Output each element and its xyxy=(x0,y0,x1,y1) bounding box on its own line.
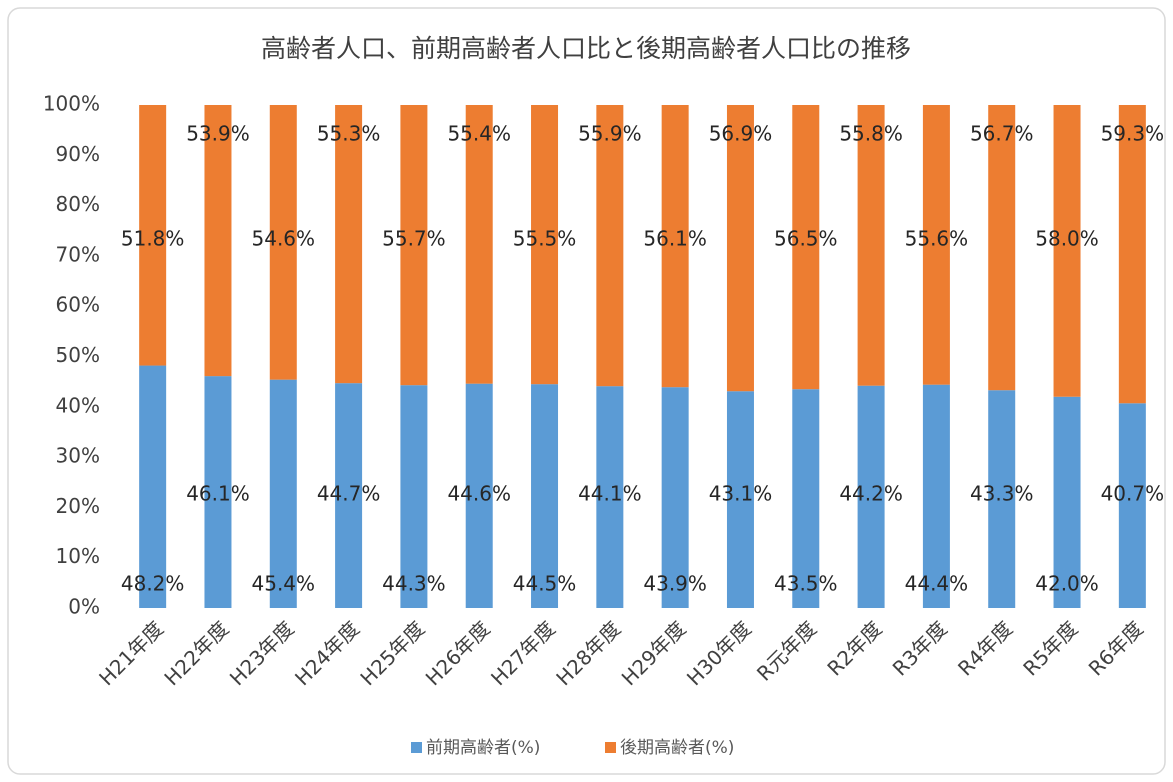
bar-segment xyxy=(465,105,493,384)
y-tick-label: 60% xyxy=(56,293,100,317)
data-label: 44.3% xyxy=(382,572,446,596)
bar-segment xyxy=(400,385,428,608)
bar-segment xyxy=(857,105,885,386)
bar-segment xyxy=(661,387,689,608)
legend-label: 前期高齢者(%) xyxy=(426,738,540,758)
data-label: 55.5% xyxy=(513,227,577,251)
data-label: 56.7% xyxy=(970,122,1034,146)
y-tick-label: 30% xyxy=(56,444,100,468)
bar-segment xyxy=(922,105,950,385)
data-label: 43.5% xyxy=(774,572,838,596)
y-tick-label: 80% xyxy=(56,192,100,216)
bar-segment xyxy=(661,105,689,388)
bar-segment xyxy=(1053,105,1081,397)
data-label: 43.9% xyxy=(643,572,707,596)
data-label: 55.6% xyxy=(905,227,969,251)
y-tick-label: 20% xyxy=(56,494,100,518)
data-label: 56.9% xyxy=(709,122,773,146)
data-label: 55.9% xyxy=(578,122,642,146)
bar-segment xyxy=(1053,396,1081,608)
data-label: 53.9% xyxy=(186,122,250,146)
y-tick-label: 90% xyxy=(56,142,100,166)
bar-segment xyxy=(1118,403,1146,608)
bar-segment xyxy=(400,105,428,386)
legend-label: 後期高齢者(%) xyxy=(620,738,734,758)
data-label: 43.1% xyxy=(709,482,773,506)
bar-segment xyxy=(335,105,363,384)
data-label: 44.1% xyxy=(578,482,642,506)
data-label: 48.2% xyxy=(121,572,185,596)
chart-title: 高齢者人口、前期高齢者人口比と後期高齢者人口比の推移 xyxy=(261,34,911,63)
y-tick-label: 100% xyxy=(43,92,100,116)
bar-segment xyxy=(531,384,559,608)
y-tick-label: 10% xyxy=(56,544,100,568)
data-label: 56.5% xyxy=(774,227,838,251)
data-label: 55.3% xyxy=(317,122,381,146)
bar-segment xyxy=(139,105,167,366)
data-label: 40.7% xyxy=(1101,482,1165,506)
bar-segment xyxy=(269,379,297,608)
data-label: 44.4% xyxy=(905,572,969,596)
bar-segment xyxy=(726,105,754,392)
legend-swatch xyxy=(605,742,616,753)
y-tick-label: 70% xyxy=(56,242,100,266)
bar-segment xyxy=(596,386,624,608)
bar-segment xyxy=(269,105,297,380)
data-label: 55.8% xyxy=(839,122,903,146)
bar-segment xyxy=(139,365,167,608)
bar-segment xyxy=(988,390,1016,608)
bar-segment xyxy=(857,385,885,608)
data-label: 46.1% xyxy=(186,482,250,506)
data-label: 59.3% xyxy=(1101,122,1165,146)
data-label: 55.7% xyxy=(382,227,446,251)
bar-segment xyxy=(922,384,950,608)
y-tick-label: 0% xyxy=(68,595,100,619)
bar-segment xyxy=(726,391,754,608)
data-label: 45.4% xyxy=(252,572,316,596)
bar-segment xyxy=(1118,105,1146,404)
bar-segment xyxy=(792,105,820,390)
bar-segment xyxy=(596,105,624,387)
data-label: 44.7% xyxy=(317,482,381,506)
legend-swatch xyxy=(411,742,422,753)
bar-segment xyxy=(792,389,820,608)
data-label: 51.8% xyxy=(121,227,185,251)
bar-segment xyxy=(204,376,232,608)
bar-segment xyxy=(335,383,363,608)
bar-segment xyxy=(988,105,1016,391)
data-label: 55.4% xyxy=(447,122,511,146)
bar-segment xyxy=(204,105,232,377)
bar-segment xyxy=(465,383,493,608)
data-label: 56.1% xyxy=(643,227,707,251)
data-label: 44.6% xyxy=(447,482,511,506)
data-label: 44.2% xyxy=(839,482,903,506)
y-tick-label: 40% xyxy=(56,393,100,417)
data-label: 42.0% xyxy=(1035,572,1099,596)
y-tick-label: 50% xyxy=(56,343,100,367)
data-label: 58.0% xyxy=(1035,227,1099,251)
bar-segment xyxy=(531,105,559,385)
data-label: 54.6% xyxy=(252,227,316,251)
data-label: 44.5% xyxy=(513,572,577,596)
data-label: 43.3% xyxy=(970,482,1034,506)
